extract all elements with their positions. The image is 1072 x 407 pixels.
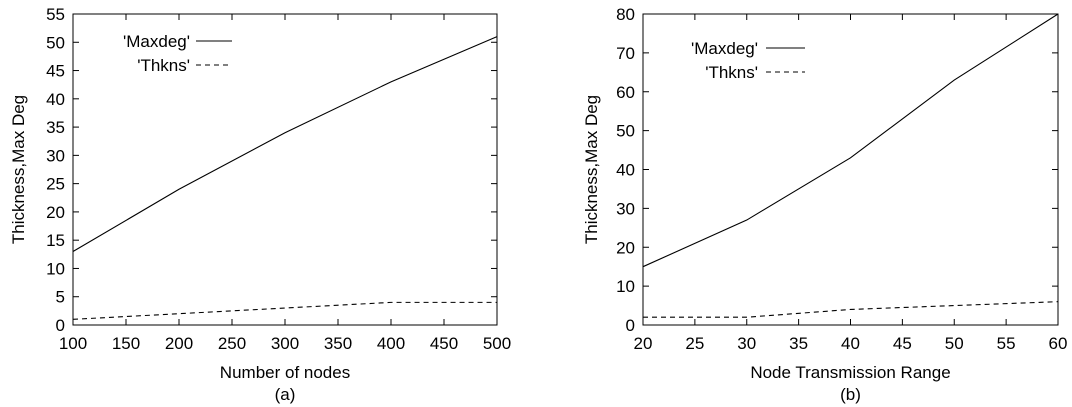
- y-tick-label: 40: [616, 161, 635, 180]
- y-tick-label: 0: [56, 316, 65, 335]
- x-tick-label: 60: [1049, 334, 1068, 353]
- series-line-thkns: [643, 301, 1059, 318]
- y-tick-label: 30: [46, 146, 65, 165]
- y-tick-label: 50: [46, 33, 65, 52]
- y-tick-label: 10: [616, 277, 635, 296]
- x-tick-label: 150: [112, 334, 140, 353]
- series-line-maxdeg: [642, 13, 1059, 268]
- chart-panel-a: 100 150 200 250 300 350 400 450 500 0 5 10 15 20 25 30 3…: [9, 5, 511, 404]
- x-axis-label: Node Transmission Range: [750, 363, 950, 382]
- series-line-thkns: [72, 301, 497, 320]
- x-tick-label: 45: [893, 334, 912, 353]
- y-tick-label: 0: [626, 316, 635, 335]
- x-tick-label: 55: [997, 334, 1016, 353]
- y-tick-label: 20: [46, 203, 65, 222]
- x-tick-label: 20: [634, 334, 653, 353]
- panel-caption: (b): [840, 385, 861, 404]
- series-line-maxdeg: [72, 36, 498, 252]
- legend-label: 'Maxdeg': [123, 32, 190, 51]
- chart-panel-b: 20 25 30 35 40 45 50 55 60 0 10 20 30 40 50 60 70 80 Node …: [582, 5, 1067, 404]
- x-tick-label: 500: [483, 334, 511, 353]
- x-tick-label: 35: [789, 334, 808, 353]
- legend-label: 'Maxdeg': [691, 39, 758, 58]
- plot-frame: [642, 13, 1059, 326]
- y-tick-label: 35: [46, 118, 65, 137]
- x-tick-label: 400: [377, 334, 405, 353]
- x-tick-label: 40: [841, 334, 860, 353]
- x-axis-label: Number of nodes: [220, 363, 350, 382]
- y-tick-label: 40: [46, 90, 65, 109]
- x-tick-label: 250: [218, 334, 246, 353]
- y-tick-label: 80: [616, 5, 635, 24]
- y-tick-label: 5: [56, 288, 65, 307]
- y-tick-label: 20: [616, 238, 635, 257]
- y-tick-label: 45: [46, 62, 65, 81]
- x-tick-label: 450: [430, 334, 458, 353]
- y-tick-label: 70: [616, 44, 635, 63]
- x-tick-label: 300: [271, 334, 299, 353]
- x-tick-label: 25: [685, 334, 704, 353]
- y-tick-label: 55: [46, 5, 65, 24]
- panel-caption: (a): [275, 385, 296, 404]
- y-tick-label: 10: [46, 259, 65, 278]
- y-axis-label: Thickness,Max Deg: [9, 95, 28, 244]
- x-tick-label: 30: [737, 334, 756, 353]
- legend-label: 'Thkns': [137, 56, 190, 75]
- legend-label: 'Thkns': [705, 63, 758, 82]
- y-tick-label: 60: [616, 83, 635, 102]
- x-tick-label: 100: [59, 334, 87, 353]
- y-tick-label: 50: [616, 122, 635, 141]
- x-tick-label: 200: [165, 334, 193, 353]
- y-tick-label: 15: [46, 231, 65, 250]
- x-tick-label: 50: [945, 334, 964, 353]
- y-tick-label: 30: [616, 199, 635, 218]
- y-tick-label: 25: [46, 175, 65, 194]
- y-axis-label: Thickness,Max Deg: [582, 95, 601, 244]
- x-tick-label: 350: [324, 334, 352, 353]
